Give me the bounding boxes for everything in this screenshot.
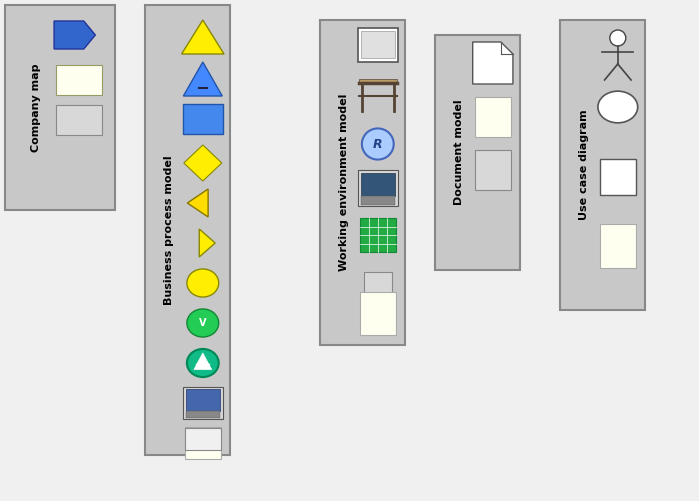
Bar xyxy=(56,105,102,135)
Polygon shape xyxy=(187,189,208,217)
Polygon shape xyxy=(194,353,212,369)
Bar xyxy=(600,224,636,268)
Bar xyxy=(361,173,395,196)
Bar xyxy=(358,28,398,62)
Ellipse shape xyxy=(610,30,626,46)
Bar xyxy=(600,159,636,195)
Text: R: R xyxy=(373,137,382,150)
Bar xyxy=(361,196,395,205)
Bar xyxy=(56,65,102,95)
Text: Company map: Company map xyxy=(31,63,41,152)
Text: Working environment model: Working environment model xyxy=(339,94,349,271)
Text: Business process model: Business process model xyxy=(164,155,174,305)
Bar xyxy=(185,428,221,450)
Bar xyxy=(358,170,398,206)
Bar xyxy=(361,31,395,58)
Ellipse shape xyxy=(187,349,219,377)
Bar xyxy=(320,20,405,345)
Bar xyxy=(560,20,645,310)
Polygon shape xyxy=(473,42,513,84)
Bar xyxy=(435,35,520,270)
Text: V: V xyxy=(199,318,206,328)
Bar xyxy=(475,97,511,137)
Bar xyxy=(186,411,220,418)
Ellipse shape xyxy=(187,269,219,297)
Bar xyxy=(360,218,396,252)
Bar xyxy=(186,389,220,411)
Bar xyxy=(182,387,223,419)
Bar xyxy=(475,150,511,190)
Polygon shape xyxy=(182,20,224,54)
Bar xyxy=(145,5,230,455)
Bar xyxy=(185,427,221,459)
Polygon shape xyxy=(54,21,95,49)
Bar xyxy=(182,104,223,134)
Bar xyxy=(360,292,396,335)
Ellipse shape xyxy=(362,128,394,160)
Ellipse shape xyxy=(187,309,219,337)
Text: Use case diagram: Use case diagram xyxy=(579,110,589,220)
Bar xyxy=(5,5,115,210)
Polygon shape xyxy=(184,145,222,181)
Polygon shape xyxy=(183,62,222,96)
Text: Document model: Document model xyxy=(454,100,464,205)
Bar xyxy=(359,79,397,83)
Ellipse shape xyxy=(598,91,637,123)
Bar xyxy=(363,272,392,306)
Polygon shape xyxy=(199,229,215,257)
